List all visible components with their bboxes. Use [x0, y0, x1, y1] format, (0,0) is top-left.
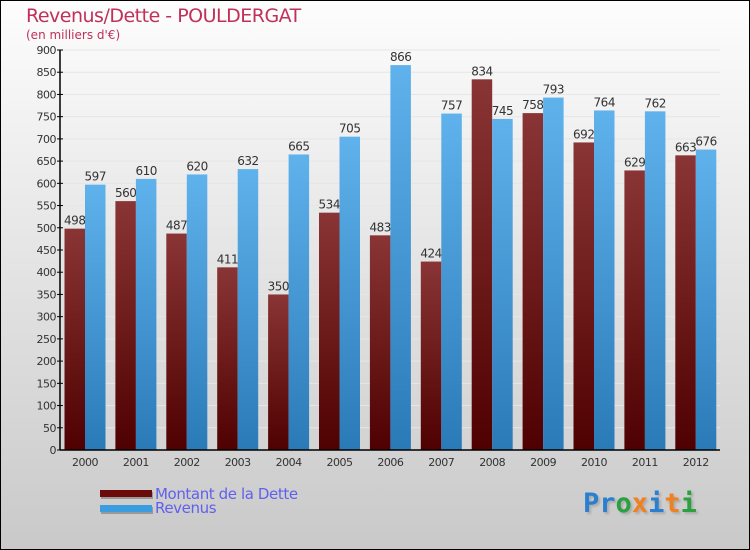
proxiti-logo: Proxiti [583, 488, 697, 519]
legend-label-dette: Montant de la Dette [155, 485, 298, 503]
data-label: 762 [644, 96, 665, 110]
data-label: 793 [543, 83, 564, 97]
data-label: 663 [675, 140, 696, 154]
bar-dette-2000 [64, 228, 85, 450]
x-tick-label: 2005 [327, 456, 353, 469]
data-label: 632 [237, 154, 258, 168]
x-tick-label: 2006 [377, 456, 403, 469]
bar-revenus-2003 [237, 169, 259, 450]
data-label: 764 [594, 95, 615, 109]
bar-dette-2001 [115, 201, 136, 450]
bar-dette-2003 [217, 267, 238, 450]
x-tick-label: 2008 [479, 456, 505, 469]
x-tick-label: 2009 [530, 456, 556, 469]
y-tick-label: 750 [37, 111, 57, 124]
bar-revenus-2002 [186, 174, 208, 450]
y-tick-label: 150 [37, 377, 57, 390]
data-label: 629 [624, 155, 645, 169]
bar-dette-2010 [573, 142, 594, 450]
bar-revenus-2008 [492, 118, 513, 450]
bar-revenus-2006 [390, 65, 411, 450]
data-label: 745 [492, 104, 513, 118]
bar-dette-2005 [319, 212, 340, 450]
bar-revenus-2012 [695, 149, 717, 451]
y-tick-label: 250 [37, 333, 57, 346]
y-tick-label: 50 [43, 422, 56, 435]
data-label: 757 [441, 99, 462, 113]
legend-label-revenus: Revenus [155, 499, 217, 517]
data-label: 411 [217, 252, 238, 266]
y-tick-label: 650 [37, 155, 57, 168]
y-tick-label: 100 [37, 400, 57, 413]
bar-dette-2002 [166, 233, 187, 450]
y-tick-label: 200 [37, 355, 57, 368]
y-tick-label: 500 [37, 222, 57, 235]
y-tick-label: 700 [37, 133, 57, 146]
y-tick-label: 600 [37, 177, 57, 190]
x-tick-label: 2007 [428, 456, 454, 469]
bar-revenus-2004 [288, 154, 310, 450]
data-label: 483 [369, 220, 390, 234]
x-tick-label: 2011 [632, 456, 658, 469]
data-label: 597 [85, 170, 106, 184]
bar-dette-2009 [522, 113, 544, 450]
x-tick-label: 2001 [123, 456, 149, 469]
bar-dette-2006 [369, 235, 391, 450]
bar-dette-2004 [268, 294, 289, 450]
bar-revenus-2000 [85, 184, 106, 450]
bar-revenus-2001 [135, 178, 157, 450]
chart-subtitle: (en milliers d'€) [26, 28, 121, 42]
data-label: 620 [186, 159, 207, 173]
bar-dette-2007 [420, 261, 442, 450]
data-label: 350 [268, 279, 289, 293]
y-tick-label: 400 [37, 266, 57, 279]
data-label: 676 [695, 135, 716, 149]
bar-revenus-2010 [594, 110, 615, 450]
x-tick-label: 2004 [276, 456, 302, 469]
y-tick-label: 300 [37, 311, 57, 324]
chart-title: Revenus/Dette - POULDERGAT [26, 5, 301, 27]
bar-revenus-2011 [644, 111, 666, 450]
x-tick-label: 2003 [225, 456, 251, 469]
data-label: 758 [522, 98, 543, 112]
data-label: 692 [573, 127, 594, 141]
x-tick-label: 2002 [174, 456, 200, 469]
x-tick-label: 2000 [72, 456, 98, 469]
data-label: 424 [420, 247, 441, 261]
bar-revenus-2005 [339, 136, 360, 450]
data-label: 834 [471, 64, 492, 78]
data-label: 665 [288, 139, 309, 153]
y-tick-label: 450 [37, 244, 57, 257]
y-tick-label: 900 [37, 44, 57, 57]
bar-dette-2012 [675, 155, 696, 451]
y-tick-label: 800 [37, 88, 57, 101]
x-tick-label: 2012 [683, 456, 709, 469]
y-tick-label: 0 [50, 444, 57, 457]
bar-dette-2008 [471, 79, 493, 450]
y-tick-label: 550 [37, 200, 57, 213]
legend-swatch-revenus [100, 505, 152, 512]
x-tick-label: 2010 [581, 456, 607, 469]
data-label: 866 [390, 50, 411, 64]
data-label: 487 [166, 219, 187, 233]
data-label: 534 [319, 198, 340, 212]
data-label: 498 [64, 214, 85, 228]
data-label: 610 [135, 164, 156, 178]
y-tick-label: 850 [37, 66, 57, 79]
data-label: 560 [115, 186, 136, 200]
bar-revenus-2007 [441, 113, 462, 451]
legend-swatch-dette [100, 490, 152, 497]
bar-revenus-2009 [543, 97, 564, 451]
data-label: 705 [339, 122, 360, 136]
bar-dette-2011 [624, 170, 645, 450]
y-tick-label: 350 [37, 288, 57, 301]
